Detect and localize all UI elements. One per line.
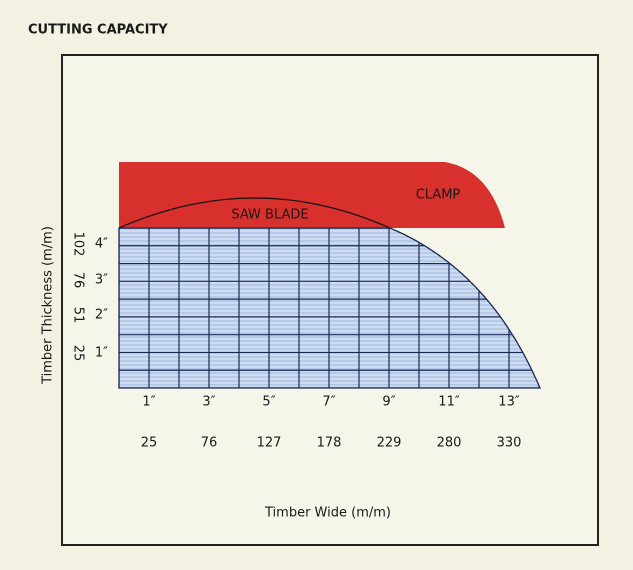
x-tick-inch: 13″ — [498, 395, 520, 410]
capacity-outline — [118, 227, 541, 389]
clamp-label: CLAMP — [416, 188, 461, 203]
x-tick-inch: 11″ — [438, 395, 460, 410]
x-tick-inch: 1″ — [142, 395, 155, 410]
y-tick-inch: 1″ — [95, 346, 108, 361]
title: CUTTING CAPACITY — [28, 23, 168, 38]
y-axis-label: Timber Thickness (m/m) — [41, 226, 56, 385]
x-tick-mm: 330 — [497, 436, 522, 451]
x-tick-mm: 127 — [257, 436, 282, 451]
y-tick-mm: 25 — [71, 345, 86, 362]
y-tick-inch: 2″ — [95, 308, 108, 323]
x-tick-mm: 25 — [141, 436, 158, 451]
y-tick-inch: 3″ — [95, 273, 108, 288]
x-tick-mm: 229 — [377, 436, 402, 451]
x-tick-inch: 9″ — [382, 395, 395, 410]
x-axis-label: Timber Wide (m/m) — [264, 506, 391, 521]
y-tick-inch: 4″ — [95, 237, 108, 252]
saw-blade — [118, 197, 391, 229]
x-tick-inch: 5″ — [262, 395, 275, 410]
x-tick-inch: 3″ — [202, 395, 215, 410]
clamp — [119, 162, 505, 228]
x-tick-mm: 178 — [317, 436, 342, 451]
x-tick-mm: 76 — [201, 436, 218, 451]
blade-label: SAW BLADE — [231, 208, 308, 223]
y-tick-mm: 76 — [71, 272, 86, 289]
y-tick-mm: 102 — [71, 232, 86, 257]
x-tick-inch: 7″ — [322, 395, 335, 410]
x-tick-mm: 280 — [437, 436, 462, 451]
y-tick-mm: 51 — [71, 307, 86, 324]
